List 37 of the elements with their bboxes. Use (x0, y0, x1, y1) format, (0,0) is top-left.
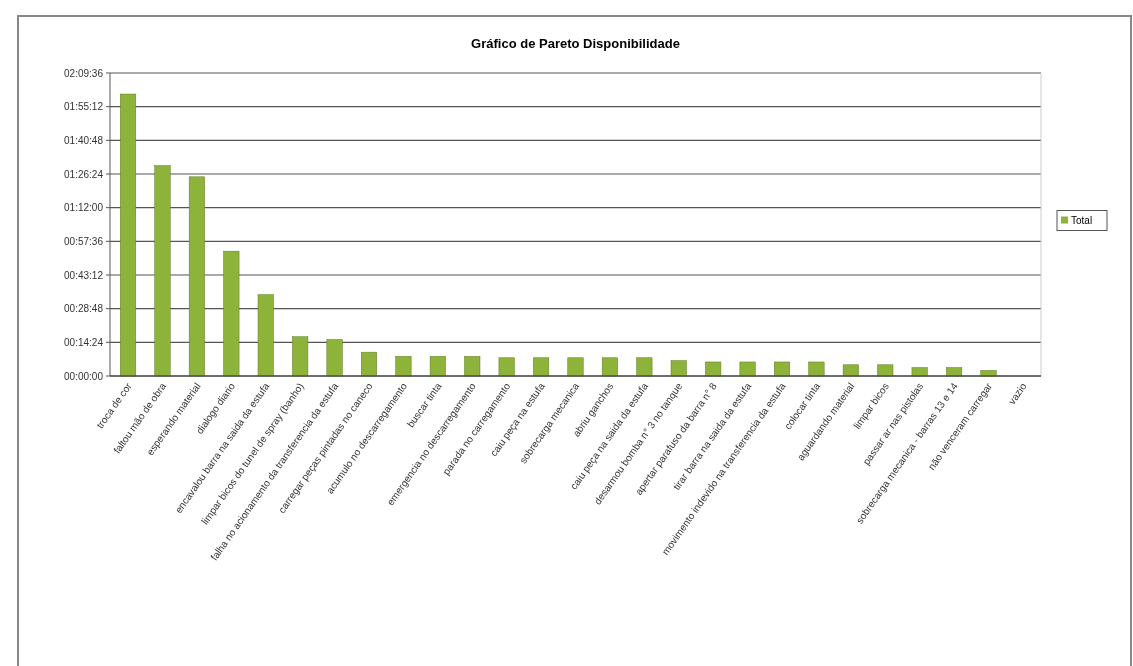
chart-title: Gráfico de Pareto Disponibilidade (471, 36, 680, 51)
bar (774, 361, 790, 377)
y-tick-label: 00:00:00 (64, 370, 104, 382)
bar (292, 336, 309, 377)
bar (464, 356, 481, 377)
bar (395, 356, 412, 377)
bar (429, 356, 446, 377)
bar (326, 339, 343, 377)
bar (223, 250, 240, 377)
bar (946, 367, 963, 377)
bar (670, 360, 687, 377)
y-tick-label: 02:09:36 (64, 67, 104, 79)
bar (120, 93, 137, 377)
bar (154, 165, 171, 377)
legend-label: Total (1071, 215, 1093, 226)
bar (601, 357, 618, 377)
bar (636, 357, 653, 377)
bar (361, 351, 377, 377)
bar (533, 357, 550, 377)
y-tick-label: 00:57:36 (64, 235, 104, 247)
bar (911, 367, 928, 377)
y-tick-label: 00:28:48 (64, 303, 104, 315)
y-tick-label: 00:43:12 (64, 269, 104, 281)
bar (877, 364, 894, 377)
y-tick-label: 01:12:00 (64, 202, 104, 214)
bar (498, 357, 515, 377)
bar (257, 294, 274, 377)
bar (567, 357, 584, 377)
y-tick-label: 01:26:24 (64, 168, 104, 180)
y-tick-label: 01:55:12 (64, 101, 104, 113)
bar (808, 361, 825, 377)
bar (705, 361, 722, 377)
bar (739, 361, 756, 377)
bar (188, 176, 205, 377)
y-tick-label: 01:40:48 (64, 134, 104, 146)
y-tick-label: 00:14:24 (64, 336, 104, 348)
bar (842, 364, 859, 377)
